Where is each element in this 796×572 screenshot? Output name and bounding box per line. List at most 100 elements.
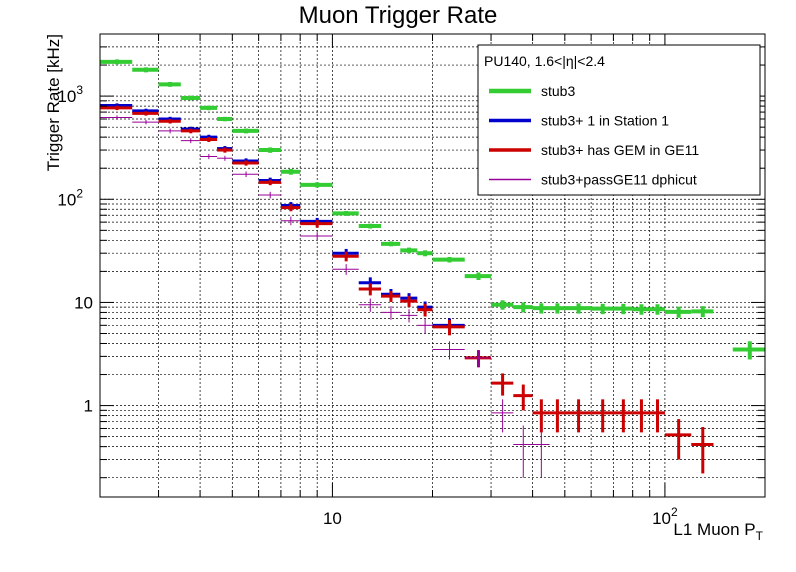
data-point <box>591 303 614 315</box>
data-point <box>300 219 333 228</box>
legend-entry: stub3+ has GEM in GE11 <box>489 142 699 158</box>
data-point <box>400 247 418 254</box>
data-point <box>400 309 418 323</box>
x-axis-label-subscript: T <box>756 529 764 543</box>
y-tick-label-base: 10 <box>57 190 76 209</box>
legend-label: stub3+passGE11 dphicut <box>541 172 697 188</box>
data-point <box>358 223 381 229</box>
legend-label: stub3 <box>541 83 575 99</box>
legend-label: stub3+ 1 in Station 1 <box>541 113 669 129</box>
y-axis-label: Trigger Rate [kHz] <box>44 34 63 171</box>
data-point <box>158 119 181 124</box>
data-point <box>332 251 359 262</box>
data-point <box>280 216 301 226</box>
data-point <box>100 105 133 111</box>
data-point <box>513 384 533 411</box>
data-point <box>664 306 692 318</box>
data-point <box>649 399 665 433</box>
data-point <box>564 303 592 314</box>
data-point <box>464 272 492 280</box>
data-point <box>100 59 133 65</box>
legend: PU140, 1.6<|η|<2.4 stub3 stub3+ 1 in Stat… <box>477 44 761 196</box>
data-point <box>300 182 333 188</box>
y-tick-label-exponent: 2 <box>76 186 83 200</box>
y-tick-label: 103 <box>57 83 83 106</box>
data-point <box>280 204 301 212</box>
data-point <box>132 111 159 116</box>
legend-entry: stub3 <box>489 83 575 99</box>
data-series <box>100 59 765 478</box>
data-point <box>417 303 433 317</box>
y-tick-label-exponent: 3 <box>76 83 83 97</box>
data-point <box>100 115 133 120</box>
data-point <box>432 319 465 336</box>
data-point <box>417 318 433 334</box>
data-point <box>200 137 218 143</box>
y-tick-label-base: 1 <box>84 397 93 416</box>
data-point <box>158 128 181 134</box>
x-tick-labels: 10 102 <box>323 505 678 528</box>
x-tick-label-base: 10 <box>652 509 671 528</box>
data-point <box>358 298 381 312</box>
legend-entry: stub3+ 1 in Station 1 <box>489 113 669 129</box>
data-point <box>564 399 592 433</box>
data-point <box>432 341 465 360</box>
data-point <box>180 138 201 144</box>
data-point <box>380 306 401 320</box>
data-point <box>491 373 514 396</box>
data-point <box>332 210 359 216</box>
series-1 <box>100 59 765 360</box>
data-point <box>417 250 433 257</box>
x-tick-label-exponent: 2 <box>671 505 678 519</box>
legend-label: stub3+ has GEM in GE11 <box>541 142 699 158</box>
data-point <box>258 147 281 153</box>
data-point <box>380 291 401 302</box>
data-point <box>358 283 381 296</box>
data-point <box>258 179 281 186</box>
data-point <box>200 153 218 160</box>
data-point <box>649 304 665 315</box>
data-point <box>180 128 201 134</box>
data-point <box>200 105 218 111</box>
y-tick-label: 10 <box>74 293 93 312</box>
data-point <box>491 300 514 310</box>
data-point <box>491 399 514 433</box>
data-point <box>332 264 359 275</box>
y-tick-label-base: 10 <box>57 87 76 106</box>
data-point <box>258 191 281 199</box>
data-point <box>232 160 259 166</box>
chart-title: Muon Trigger Rate <box>299 2 498 29</box>
data-point <box>549 399 565 433</box>
data-point <box>632 399 650 433</box>
data-point <box>664 419 692 460</box>
data-point <box>464 350 492 368</box>
x-axis-label-main: L1 Muon P <box>673 520 755 539</box>
x-tick-label: 10 <box>323 509 342 528</box>
series-3 <box>100 105 714 474</box>
y-tick-label-base: 10 <box>74 293 93 312</box>
legend-entry: stub3+passGE11 dphicut <box>489 172 697 188</box>
data-point <box>300 232 333 241</box>
data-point <box>591 399 614 433</box>
data-point <box>132 119 159 125</box>
data-point <box>613 399 633 433</box>
data-point <box>400 295 418 308</box>
data-point <box>532 425 550 478</box>
data-point <box>180 95 201 101</box>
axis-ticks <box>100 34 765 497</box>
data-point <box>432 256 465 263</box>
data-point <box>217 116 233 122</box>
data-point <box>380 241 401 247</box>
data-point <box>732 341 765 360</box>
y-tick-label: 102 <box>57 186 83 209</box>
x-axis-label: L1 Muon PT <box>673 520 763 543</box>
data-point <box>613 303 633 315</box>
data-point <box>513 302 533 313</box>
data-point <box>232 171 259 178</box>
data-point <box>549 303 565 314</box>
data-point <box>280 168 301 175</box>
data-point <box>632 304 650 315</box>
data-point <box>217 155 233 161</box>
legend-header: PU140, 1.6<|η|<2.4 <box>484 53 605 69</box>
